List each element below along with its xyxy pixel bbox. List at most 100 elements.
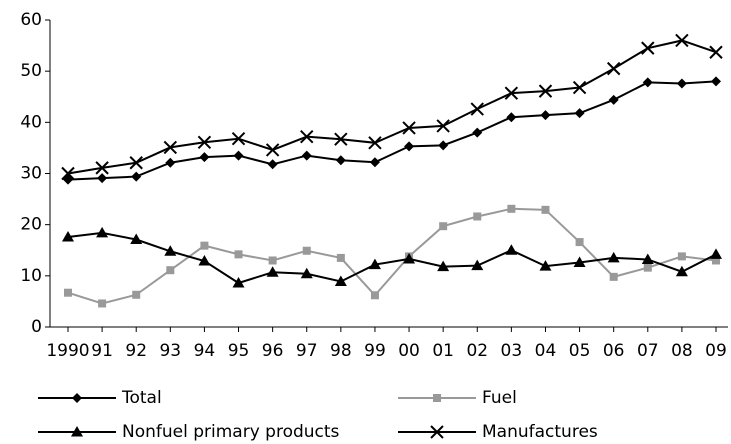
x-tick-label: 02 xyxy=(466,341,488,361)
marker xyxy=(711,76,721,87)
x-tick-label: 07 xyxy=(637,341,659,361)
series-line xyxy=(67,231,717,285)
marker xyxy=(710,248,722,259)
marker xyxy=(472,127,483,138)
x-tick-label: 1990 xyxy=(46,341,89,361)
x-tick-label: 05 xyxy=(569,341,591,361)
marker xyxy=(608,94,619,105)
marker xyxy=(268,256,277,265)
marker xyxy=(165,157,176,168)
marker xyxy=(538,84,553,98)
marker xyxy=(335,155,346,166)
marker xyxy=(334,132,348,146)
x-tick-label: 96 xyxy=(262,341,284,361)
marker xyxy=(643,263,652,272)
marker xyxy=(336,253,345,262)
marker xyxy=(130,233,143,245)
marker xyxy=(712,256,720,265)
y-tick-label: 10 xyxy=(20,266,42,286)
x-tick-label: 08 xyxy=(671,341,693,361)
marker xyxy=(72,393,82,403)
marker xyxy=(164,245,177,256)
x-tick-label: 92 xyxy=(125,341,147,361)
marker xyxy=(95,161,109,175)
marker xyxy=(300,267,313,279)
x-tick-label: 00 xyxy=(398,341,420,361)
marker xyxy=(301,150,312,161)
series-line xyxy=(67,207,717,305)
marker xyxy=(132,290,141,299)
marker xyxy=(368,258,381,270)
x-tick-label: 97 xyxy=(296,341,318,361)
x-tick-label: 99 xyxy=(364,341,386,361)
marker xyxy=(334,275,347,286)
marker xyxy=(368,136,382,150)
marker xyxy=(433,394,441,402)
marker xyxy=(266,266,279,277)
marker xyxy=(200,241,209,250)
marker xyxy=(539,260,552,271)
y-tick-label: 50 xyxy=(20,61,42,81)
x-tick-label: 04 xyxy=(535,341,557,361)
marker xyxy=(232,276,245,288)
marker xyxy=(198,254,211,266)
marker xyxy=(61,166,75,181)
marker xyxy=(163,140,178,155)
x-tick-label: 06 xyxy=(603,341,625,361)
y-tick-label: 0 xyxy=(31,317,42,337)
marker xyxy=(507,204,516,213)
marker xyxy=(676,78,687,89)
marker xyxy=(504,86,519,100)
marker xyxy=(197,135,212,149)
marker xyxy=(709,45,723,59)
marker xyxy=(96,226,109,238)
marker xyxy=(471,259,484,271)
marker xyxy=(97,173,108,184)
x-tick-label: 91 xyxy=(91,341,113,361)
marker xyxy=(129,156,143,170)
x-tick-label: 09 xyxy=(705,341,727,361)
marker xyxy=(404,141,415,152)
x-tick-label: 03 xyxy=(501,341,523,361)
marker xyxy=(166,266,175,275)
marker xyxy=(369,157,380,168)
marker xyxy=(267,159,278,170)
marker xyxy=(609,272,618,281)
y-tick-label: 40 xyxy=(20,112,42,132)
y-tick-label: 30 xyxy=(20,164,42,184)
x-tick-label: 95 xyxy=(228,341,250,361)
marker xyxy=(506,112,517,123)
marker xyxy=(98,299,107,308)
marker xyxy=(402,121,416,135)
legend-label: Manufactures xyxy=(482,422,598,442)
marker xyxy=(436,119,450,133)
marker xyxy=(439,222,448,231)
marker xyxy=(403,252,416,264)
y-tick-label: 60 xyxy=(20,10,42,30)
marker xyxy=(677,252,686,261)
marker xyxy=(575,238,584,247)
series-line xyxy=(67,80,717,181)
marker xyxy=(473,212,482,221)
marker xyxy=(300,129,314,144)
marker xyxy=(64,288,72,297)
marker xyxy=(607,251,620,263)
marker xyxy=(574,108,585,119)
x-tick-label: 94 xyxy=(194,341,216,361)
legend-label: Nonfuel primary products xyxy=(122,422,340,442)
marker xyxy=(234,250,243,259)
x-tick-label: 98 xyxy=(330,341,352,361)
marker xyxy=(572,80,587,95)
marker xyxy=(231,131,246,146)
marker xyxy=(370,291,379,300)
marker xyxy=(302,246,311,255)
marker xyxy=(606,61,621,76)
marker xyxy=(641,253,654,264)
marker xyxy=(641,41,655,55)
x-tick-label: 01 xyxy=(432,341,454,361)
marker xyxy=(675,33,689,48)
marker xyxy=(233,150,244,161)
marker xyxy=(573,256,586,268)
marker xyxy=(675,265,688,277)
marker xyxy=(265,143,280,157)
